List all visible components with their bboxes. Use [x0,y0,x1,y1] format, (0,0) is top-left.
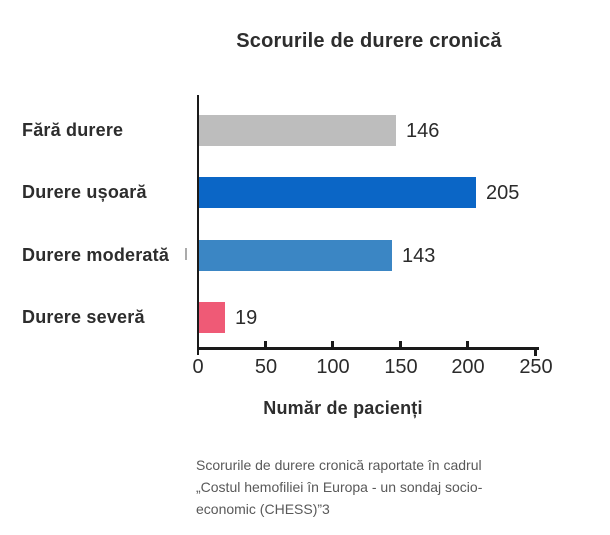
bar [199,302,225,333]
category-label: Fără durere [22,120,124,140]
value-label: 205 [486,182,520,204]
stray-tick-artifact [185,248,187,260]
x-axis-line [197,347,539,350]
source-note-line: economic (CHESS)”3 [196,501,330,517]
x-axis-tick-label: 200 [451,356,485,378]
x-axis-tick-label: 150 [384,356,418,378]
chart-title: Scorurile de durere cronică [236,30,502,52]
category-label: Durere severă [22,307,145,327]
value-label: 19 [235,307,258,329]
source-note-line: „Costul hemofiliei în Europa - un sondaj… [196,479,483,495]
x-axis-tick [399,341,402,347]
x-axis-tick [264,341,267,347]
x-axis-tick-label: 50 [254,356,278,378]
source-note: Scorurile de durere cronică raportate în… [196,454,546,520]
x-axis-tick [466,341,469,347]
bar [199,177,476,208]
x-axis-tick-label: 0 [192,356,204,378]
x-axis-tick-label: 100 [316,356,350,378]
x-axis-label: Număr de pacienți [263,398,423,418]
y-axis-line [197,95,199,355]
x-axis-end-cap [534,347,537,356]
value-label: 143 [402,245,436,267]
x-axis-tick-label: 250 [519,356,553,378]
category-label: Durere ușoară [22,182,147,202]
bar [199,115,396,146]
bar [199,240,392,271]
category-label: Durere moderată [22,245,170,265]
value-label: 146 [406,120,440,142]
x-axis-tick [331,341,334,347]
source-note-line: Scorurile de durere cronică raportate în… [196,457,482,473]
